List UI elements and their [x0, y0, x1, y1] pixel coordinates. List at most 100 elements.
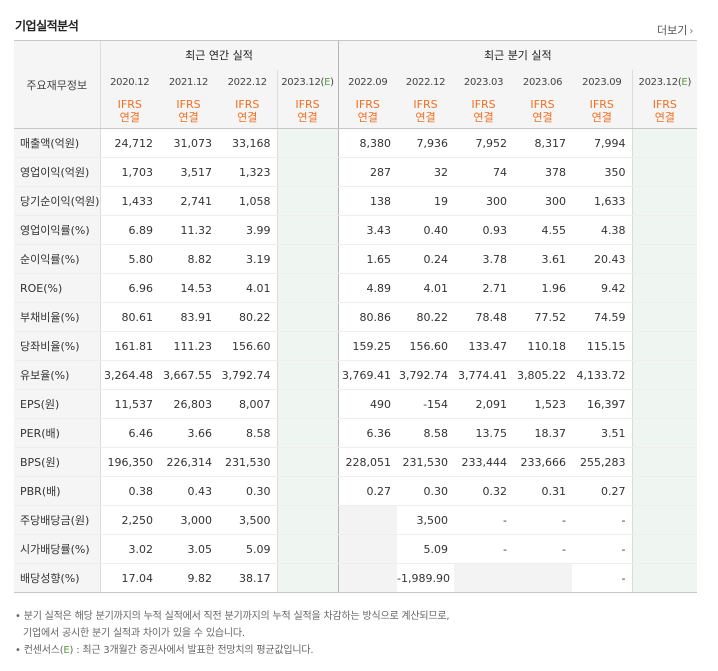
table-cell: 0.30 [218, 476, 277, 506]
footnote-1-line-1: 분기 실적은 해당 분기까지의 누적 실적에서 직전 분기까지의 누적 실적을 … [23, 611, 450, 622]
accounting-standard: IFRS 연결 [99, 94, 159, 129]
table-cell: 2,250 [99, 505, 159, 535]
table-cell [276, 244, 339, 274]
more-link-label: 더보기 [657, 24, 688, 37]
period-header: 2023.06 [513, 69, 573, 95]
table-cell: 4.38 [572, 215, 633, 245]
row-label: 배당성향(%) [14, 563, 100, 593]
table-cell: 11,537 [99, 389, 159, 419]
table-cell: 3,500 [397, 505, 455, 535]
table-cell: 3.43 [337, 215, 398, 245]
table-cell: 196,350 [99, 447, 159, 477]
ifrs-label: IFRS [295, 98, 320, 112]
table-row: 부채비율(%) 80.61 83.91 80.22 80.86 80.22 78.48 77.… [14, 302, 698, 332]
table-cell: 4.55 [513, 215, 573, 245]
period-header: 2023.09 [572, 69, 633, 95]
period-header: 2022.12 [397, 69, 455, 95]
period-header: 2023.12(E) [631, 69, 698, 95]
table-cell: 80.61 [99, 302, 159, 332]
table-cell [454, 563, 514, 593]
row-label: BPS(원) [14, 447, 100, 477]
footnote-1-cont: 기업에서 공시한 분기 실적과 차이가 있을 수 있습니다. [15, 625, 449, 642]
row-label: PBR(배) [14, 476, 100, 506]
consolidated-label: 연결 [473, 111, 494, 125]
table-cell: 14.53 [159, 273, 218, 303]
table-cell: 3,792.74 [397, 360, 455, 390]
table-cell: - [572, 505, 633, 535]
accounting-standard: IFRS 연결 [276, 94, 339, 129]
table-cell: 231,530 [397, 447, 455, 477]
table-row: 당기순이익(억원) 1,433 2,741 1,058 138 19 300 300 1,633 [14, 186, 698, 216]
table-cell: 8,317 [513, 128, 573, 158]
table-row: 순이익률(%) 5.80 8.82 3.19 1.65 0.24 3.78 3.61 20.43 [14, 244, 698, 274]
table-cell: 6.46 [99, 418, 159, 448]
table-cell: 24,712 [99, 128, 159, 158]
period-label: 2023.06 [522, 76, 563, 88]
table-row: ROE(%) 6.96 14.53 4.01 4.89 4.01 2.71 1.96 9.42 [14, 273, 698, 303]
table-row: BPS(원) 196,350 226,314 231,530 228,051 231,53… [14, 447, 698, 477]
table-cell: 3,774.41 [454, 360, 514, 390]
table-cell: 8,380 [337, 128, 398, 158]
table-cell: 1.96 [513, 273, 573, 303]
table-cell: 2,091 [454, 389, 514, 419]
table-cell: 4.01 [397, 273, 455, 303]
table-cell [276, 476, 339, 506]
table-cell: 0.27 [572, 476, 633, 506]
table-cell: 16,397 [572, 389, 633, 419]
period-label: 2023.12 [638, 76, 679, 88]
table-cell [631, 302, 698, 332]
table-cell: 3,792.74 [218, 360, 277, 390]
table-cell: 11.32 [159, 215, 218, 245]
table-row: 시가배당률(%) 3.02 3.05 5.09 5.09- - - [14, 534, 698, 564]
table-cell [631, 447, 698, 477]
table-cell [337, 505, 398, 535]
estimate-mark: E [324, 76, 331, 88]
row-header-label: 주요재무정보 [14, 40, 100, 129]
table-cell [276, 215, 339, 245]
table-cell: 110.18 [513, 331, 573, 361]
table-cell: 226,314 [159, 447, 218, 477]
consolidated-label: 연결 [357, 111, 378, 125]
table-cell: - [454, 534, 514, 564]
table-cell: 255,283 [572, 447, 633, 477]
table-cell: - [454, 505, 514, 535]
table-cell: 6.36 [337, 418, 398, 448]
table-cell: - [513, 534, 573, 564]
row-label: 당좌비율(%) [14, 331, 100, 361]
estimate-mark: E [63, 645, 70, 656]
table-cell: 7,952 [454, 128, 514, 158]
accounting-standard: IFRS 연결 [397, 94, 455, 129]
table-cell: 80.22 [218, 302, 277, 332]
table-cell: 233,444 [454, 447, 514, 477]
ifrs-label: IFRS [652, 98, 677, 112]
table-cell: 233,666 [513, 447, 573, 477]
table-cell: 231,530 [218, 447, 277, 477]
table-cell: 378 [513, 157, 573, 187]
table-cell [631, 360, 698, 390]
period-label: 2022.09 [348, 76, 388, 88]
table-cell [276, 505, 339, 535]
row-label: 순이익률(%) [14, 244, 100, 274]
table-cell: 4.89 [337, 273, 398, 303]
table-cell: 111.23 [159, 331, 218, 361]
table-cell [631, 128, 698, 158]
table-cell [276, 360, 339, 390]
table-cell [631, 331, 698, 361]
table-cell [276, 128, 339, 158]
ifrs-label: IFRS [471, 98, 496, 112]
table-cell [631, 476, 698, 506]
table-cell: 3.02 [99, 534, 159, 564]
table-cell: 3,000 [159, 505, 218, 535]
accounting-standard: IFRS 연결 [159, 94, 218, 129]
consolidated-label: 연결 [178, 111, 199, 125]
more-link[interactable]: 더보기 › [657, 22, 693, 38]
row-label: 유보율(%) [14, 360, 100, 390]
table-cell [631, 505, 698, 535]
table-cell: 9.42 [572, 273, 633, 303]
row-label: 당기순이익(억원) [14, 186, 100, 216]
table-cell: 300 [454, 186, 514, 216]
table-cell: 83.91 [159, 302, 218, 332]
table-cell [631, 563, 698, 593]
table-cell: - [572, 534, 633, 564]
table-cell: 74.59 [572, 302, 633, 332]
